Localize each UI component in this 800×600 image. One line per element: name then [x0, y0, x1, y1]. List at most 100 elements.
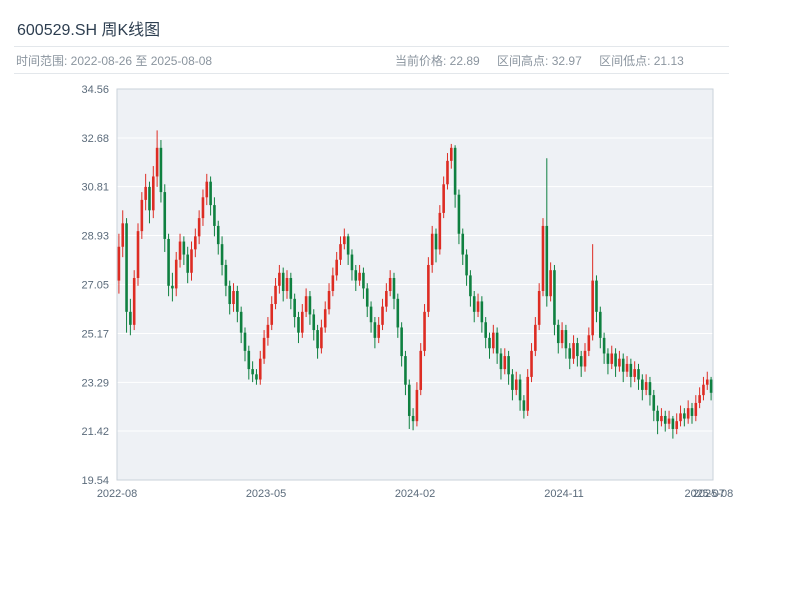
y-tick-label: 21.42	[81, 426, 109, 438]
candle	[430, 225, 434, 273]
y-tick-label: 32.68	[81, 133, 109, 145]
header-divider-top	[14, 46, 729, 47]
x-tick-label: 2024-11	[544, 488, 584, 500]
candle	[266, 317, 270, 346]
candle	[625, 356, 629, 377]
candle	[404, 350, 407, 396]
x-tick-label: 2025-08	[693, 488, 733, 500]
candle	[526, 369, 530, 416]
candle	[197, 210, 201, 245]
candle	[144, 173, 147, 211]
candle	[327, 283, 331, 315]
candle	[155, 130, 159, 187]
candle	[278, 264, 281, 294]
y-tick-label: 27.05	[81, 280, 109, 292]
candle	[255, 369, 258, 385]
candle	[167, 233, 170, 297]
candle	[369, 301, 373, 333]
candle	[472, 291, 476, 323]
y-tick-label: 23.29	[81, 377, 109, 389]
plot-border	[116, 88, 714, 481]
candle	[339, 236, 342, 265]
current-price-label: 当前价格: 22.89	[395, 54, 480, 68]
candle	[587, 327, 591, 357]
candle	[492, 324, 495, 354]
candle	[216, 220, 220, 255]
price-stats: 当前价格: 22.89 区间高点: 32.97 区间低点: 21.13	[395, 52, 698, 69]
time-range-label: 时间范围: 2022-08-26 至 2025-08-08	[16, 54, 213, 68]
candle	[171, 272, 174, 302]
y-tick-label: 19.54	[81, 475, 109, 487]
candle	[411, 408, 415, 431]
candle	[679, 405, 682, 427]
candle	[312, 309, 316, 341]
candle	[667, 410, 671, 429]
candle	[346, 233, 350, 265]
candle	[232, 283, 235, 312]
candle	[537, 283, 541, 331]
page-title: 600529.SH 周K线图	[17, 22, 161, 39]
candle	[530, 343, 533, 383]
candle	[495, 327, 499, 364]
candle	[373, 317, 377, 349]
candle	[522, 395, 526, 419]
candle	[656, 405, 659, 435]
candle	[400, 322, 403, 367]
candle	[583, 343, 587, 372]
candle	[163, 184, 167, 252]
candle	[507, 350, 510, 385]
candle	[514, 371, 518, 396]
candle	[476, 293, 480, 318]
x-tick-label: 2024-02	[395, 488, 435, 500]
candle	[392, 272, 396, 310]
candle	[129, 298, 132, 336]
candle	[702, 376, 705, 401]
candle	[358, 264, 361, 286]
candle	[262, 330, 266, 364]
candle	[568, 343, 572, 370]
candle	[499, 348, 503, 380]
x-tick-label: 2022-08	[97, 488, 137, 500]
candle	[335, 251, 338, 281]
candle	[331, 267, 335, 297]
candle	[503, 348, 507, 375]
candle	[213, 197, 216, 237]
range-high-label: 区间高点: 32.97	[497, 54, 582, 68]
candle	[556, 319, 560, 354]
candle	[320, 319, 323, 354]
candle	[705, 371, 709, 390]
candle	[304, 288, 308, 318]
candle	[675, 413, 679, 435]
candle	[438, 205, 442, 255]
candle	[579, 350, 583, 377]
candle	[553, 264, 556, 336]
candle	[434, 228, 438, 263]
candle	[194, 228, 197, 258]
candle	[427, 257, 430, 318]
candle	[690, 402, 694, 424]
candle	[125, 218, 128, 333]
candle	[618, 350, 621, 372]
candle	[182, 236, 186, 265]
candle	[614, 348, 617, 377]
candle	[293, 293, 296, 328]
candle	[121, 210, 125, 258]
candle	[140, 192, 144, 239]
candle	[385, 283, 388, 312]
y-tick-label: 25.17	[81, 328, 109, 340]
candle	[323, 301, 327, 333]
candle	[190, 241, 193, 281]
candle	[362, 267, 365, 299]
candle	[560, 322, 564, 349]
candle	[453, 145, 457, 208]
candle	[549, 262, 552, 302]
candle	[469, 270, 472, 307]
candle	[297, 311, 300, 344]
candle	[178, 233, 182, 268]
candle	[415, 382, 419, 427]
candle	[247, 345, 251, 380]
candle	[572, 335, 575, 364]
candle	[648, 376, 652, 406]
candle	[228, 280, 232, 315]
